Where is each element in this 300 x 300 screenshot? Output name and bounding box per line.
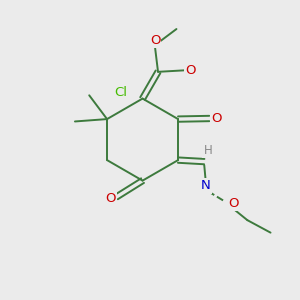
Text: O: O: [185, 64, 196, 77]
Text: N: N: [201, 179, 211, 193]
Text: O: O: [228, 197, 238, 210]
Text: Cl: Cl: [115, 86, 128, 99]
Text: O: O: [105, 192, 116, 205]
Text: O: O: [150, 34, 160, 47]
Text: H: H: [203, 144, 212, 157]
Text: O: O: [211, 112, 221, 125]
